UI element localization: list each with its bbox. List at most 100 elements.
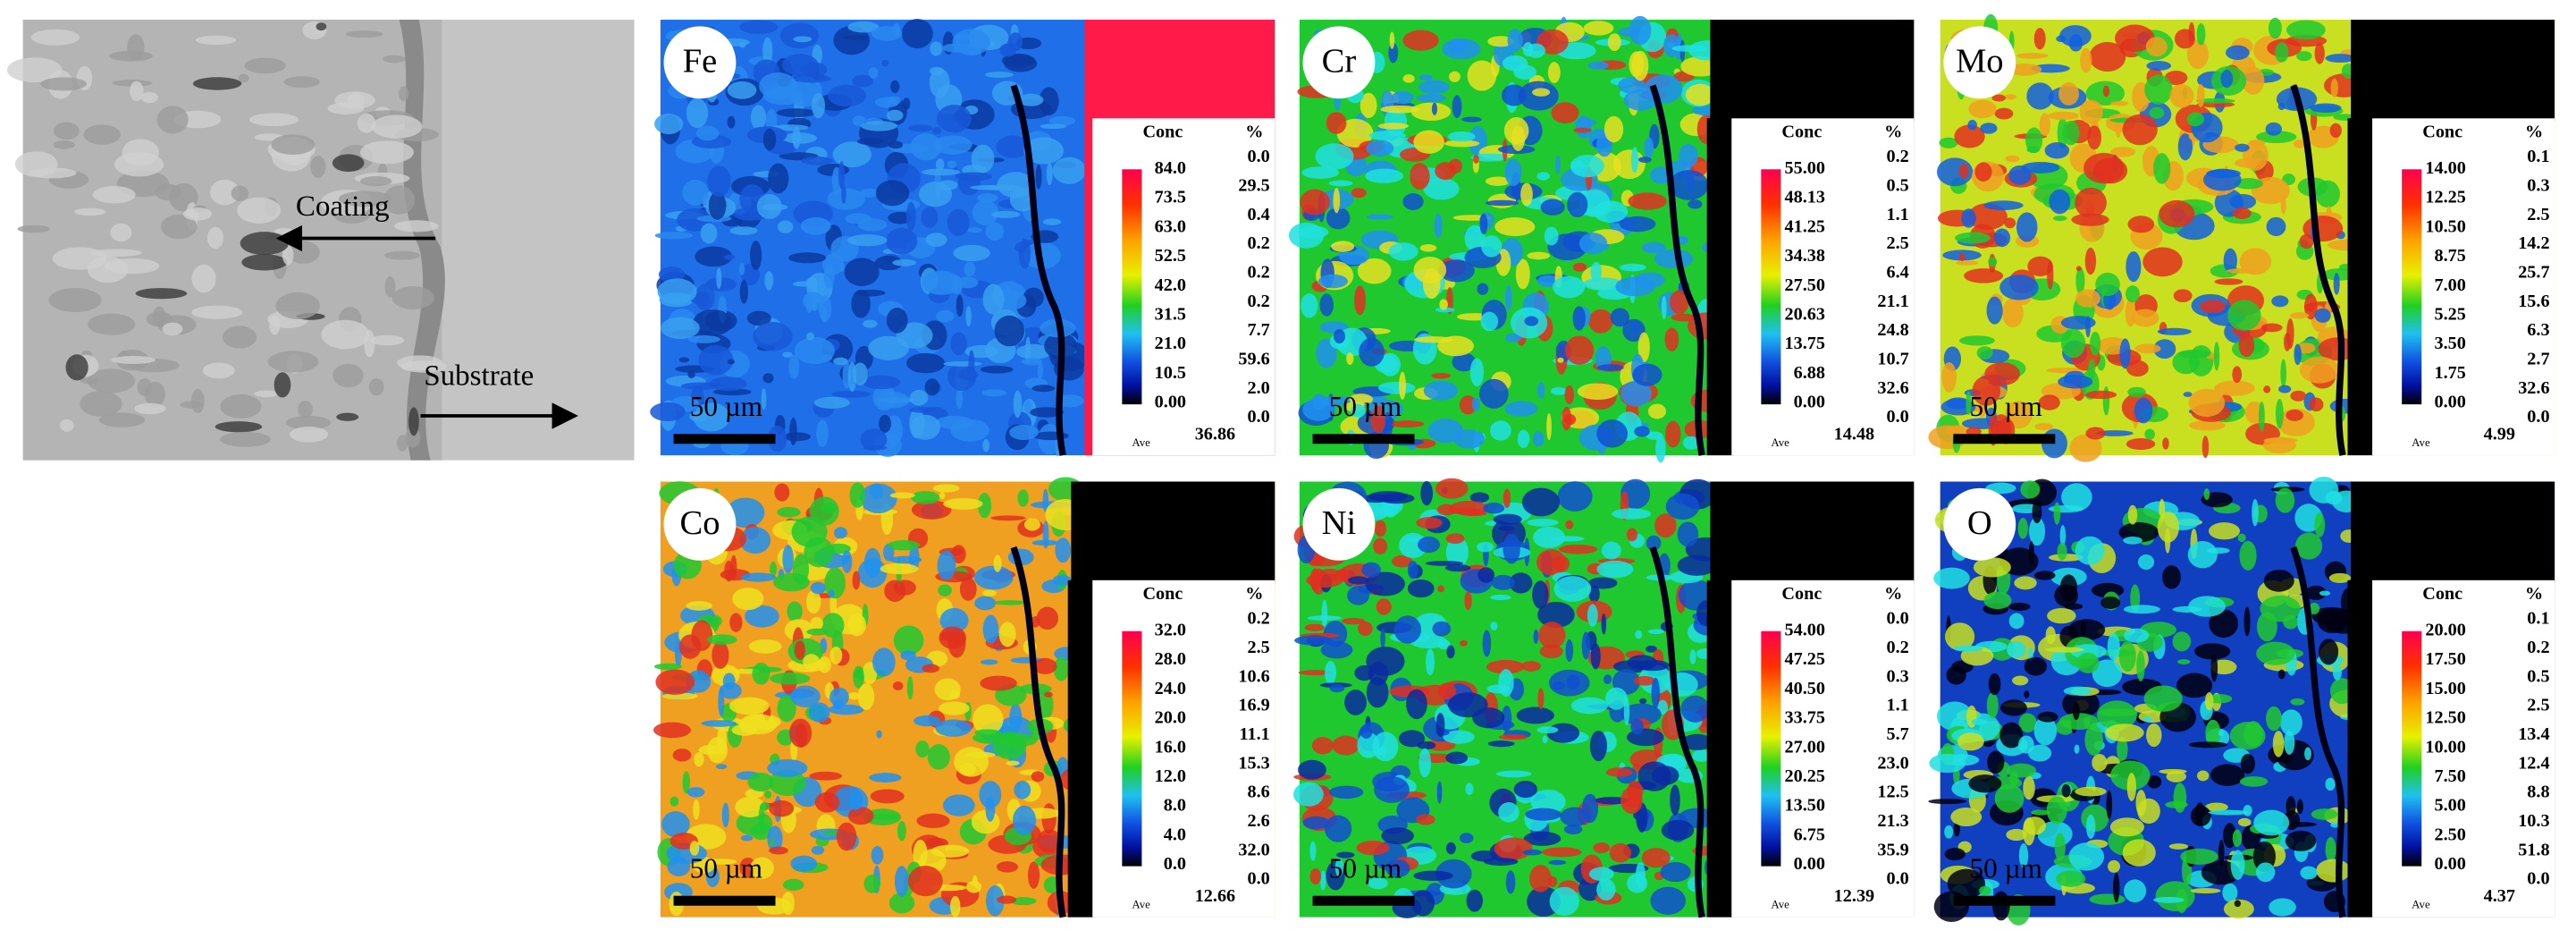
map-texture (732, 588, 764, 611)
map-texture (2006, 828, 2027, 842)
map-texture (2147, 775, 2162, 789)
sem-grain (310, 156, 326, 179)
conc-value: 12.25 (2425, 188, 2465, 207)
map-texture (1435, 307, 1455, 313)
map-texture (1300, 189, 1331, 216)
map-texture (740, 572, 777, 582)
map-texture (1563, 824, 1583, 834)
map-texture (2136, 650, 2145, 681)
map-texture (884, 579, 906, 602)
map-texture (756, 193, 782, 220)
map-texture (728, 697, 770, 715)
sem-grain (209, 179, 240, 206)
map-texture (847, 21, 880, 33)
map-texture (1555, 155, 1561, 174)
map-texture (832, 141, 872, 168)
map-texture (1639, 698, 1647, 705)
map-texture (1501, 705, 1512, 733)
sem-grain (48, 288, 102, 313)
map-texture (1595, 796, 1629, 805)
map-texture (1598, 443, 1606, 454)
map-texture (980, 659, 998, 665)
sem-grain (316, 22, 327, 31)
map-texture (1505, 333, 1522, 343)
map-texture (1958, 163, 1969, 179)
map-texture (2286, 317, 2294, 349)
map-texture (1311, 737, 1334, 755)
map-texture (1398, 532, 1427, 559)
sem-grain (345, 30, 383, 38)
map-texture (1374, 520, 1387, 537)
map-texture (1538, 622, 1566, 649)
map-texture (1490, 594, 1511, 601)
color-bar (2402, 169, 2422, 405)
map-texture (1589, 730, 1607, 762)
sem-grain (240, 232, 290, 256)
map-texture (841, 184, 846, 204)
map-texture (955, 388, 964, 410)
sem-grain (357, 113, 376, 133)
map-texture (1634, 676, 1656, 686)
map-texture (1665, 493, 1700, 520)
map-texture (1359, 337, 1385, 367)
map-texture (1637, 156, 1652, 163)
map-texture (1366, 140, 1394, 157)
map-texture (1522, 849, 1543, 856)
map-texture (806, 628, 829, 636)
interface-crack (1010, 84, 1066, 456)
map-texture (1505, 284, 1512, 311)
map-texture (691, 620, 713, 651)
map-texture (1046, 162, 1053, 186)
map-texture (1660, 861, 1691, 883)
map-texture (844, 258, 880, 286)
map-texture (1988, 257, 1998, 267)
map-texture (1406, 689, 1427, 720)
map-texture (2113, 872, 2120, 903)
map-texture (888, 140, 904, 149)
map-texture (1681, 733, 1713, 750)
pct-value: 1.1 (1886, 696, 1908, 715)
sem-grain (112, 80, 153, 87)
pct-value: 13.4 (2518, 724, 2549, 744)
map-texture (1485, 199, 1520, 207)
map-texture (1517, 429, 1530, 449)
map-texture (2075, 266, 2085, 295)
conc-value: 0.00 (2434, 393, 2465, 412)
map-texture (2197, 770, 2210, 782)
sem-grain (399, 86, 409, 102)
map-texture (2266, 706, 2282, 732)
map-texture (1628, 192, 1667, 210)
map-texture (1641, 848, 1671, 868)
map-texture (1994, 783, 2025, 813)
map-texture (827, 188, 865, 210)
conc-value: 20.00 (2425, 620, 2465, 639)
sem-grain (135, 288, 188, 300)
sem-grain (182, 207, 213, 221)
map-texture (1487, 740, 1515, 748)
pct-value: 12.4 (2518, 753, 2549, 773)
map-texture (1439, 299, 1449, 310)
map-texture (950, 332, 967, 356)
map-texture (1573, 127, 1592, 133)
map-texture (1413, 256, 1447, 283)
map-texture (1318, 274, 1349, 289)
map-texture (1301, 166, 1340, 179)
map-texture (2226, 45, 2250, 61)
map-texture (2137, 798, 2160, 825)
map-texture (686, 601, 713, 611)
map-texture (2220, 69, 2234, 89)
sem-grain (92, 185, 136, 204)
map-texture (2204, 692, 2214, 711)
map-texture (2208, 522, 2241, 540)
map-texture (1331, 241, 1355, 252)
map-texture (1532, 526, 1566, 548)
map-texture (1334, 328, 1346, 344)
map-texture (1550, 386, 1567, 395)
map-texture (876, 730, 882, 739)
map-texture (2294, 343, 2302, 366)
map-texture (2153, 339, 2176, 360)
map-texture (1520, 182, 1533, 207)
sem-grain (6, 57, 63, 83)
map-texture (768, 163, 789, 194)
